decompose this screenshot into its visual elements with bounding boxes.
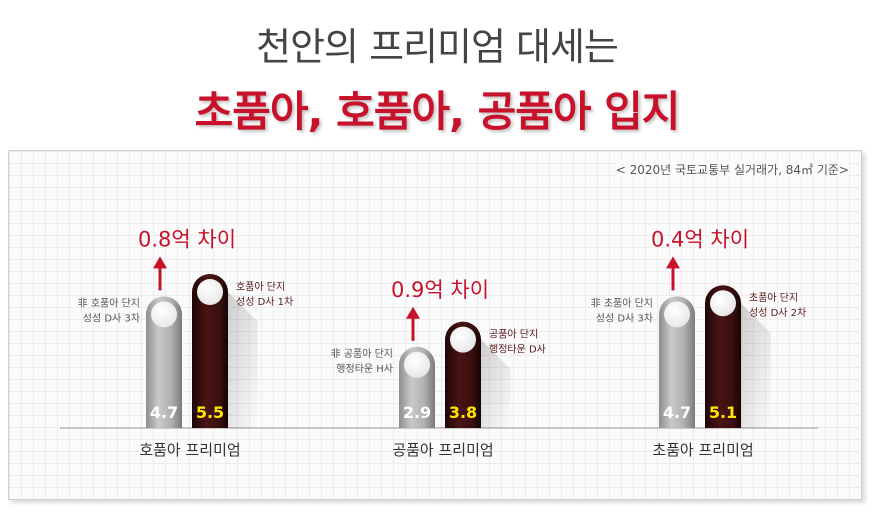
label-non-premium: 성성 D사 3차 xyxy=(83,312,140,324)
label-non-premium: 非 공품아 단지 xyxy=(331,348,393,360)
bar-premium xyxy=(705,285,741,428)
label-non-premium: 성성 D사 3차 xyxy=(596,312,653,324)
bar-cap-circle xyxy=(151,301,177,328)
bar-non-premium xyxy=(146,296,182,428)
bar-non-premium xyxy=(659,296,695,428)
category-label: 공품아 프리미엄 xyxy=(392,441,493,459)
increase-arrow-head xyxy=(666,256,680,269)
bar-shadow xyxy=(481,339,511,428)
bar-shadow xyxy=(741,303,771,428)
value-label-premium: 5.1 xyxy=(709,403,737,422)
label-non-premium: 非 초품아 단지 xyxy=(591,297,653,309)
increase-arrow-head xyxy=(406,306,420,319)
bar-cap-circle xyxy=(404,351,430,378)
bar-cap-circle xyxy=(197,279,223,305)
bar-cap-circle xyxy=(664,301,690,328)
headline-subtitle: 초품아, 호품아, 공품아 입지 xyxy=(194,87,681,136)
bar-cap-circle xyxy=(710,290,736,317)
difference-label: 0.9억 차이 xyxy=(391,278,489,302)
label-premium: 공품아 단지 xyxy=(489,329,538,341)
difference-label: 0.8억 차이 xyxy=(138,227,236,251)
bar-shadow xyxy=(228,292,258,428)
bar-premium xyxy=(192,274,228,428)
label-premium: 성성 D사 1차 xyxy=(236,296,293,308)
category-label: 초품아 프리미엄 xyxy=(652,441,753,459)
value-label-non-premium: 4.7 xyxy=(663,403,691,422)
value-label-premium: 3.8 xyxy=(449,403,477,422)
label-non-premium: 非 호품아 단지 xyxy=(78,297,140,309)
value-label-premium: 5.5 xyxy=(196,403,224,422)
value-label-non-premium: 2.9 xyxy=(403,403,431,422)
value-label-non-premium: 4.7 xyxy=(150,403,178,422)
source-note: < 2020년 국토교통부 실거래가, 84㎡ 기준> xyxy=(615,161,849,178)
label-premium: 호품아 단지 xyxy=(236,281,285,293)
label-non-premium: 행정타운 H사 xyxy=(336,363,393,375)
category-label: 호품아 프리미엄 xyxy=(139,441,240,459)
bar-cap-circle xyxy=(450,326,476,353)
difference-label: 0.4억 차이 xyxy=(651,227,749,251)
label-premium: 성성 D사 2차 xyxy=(749,307,806,319)
headline-title: 천안의 프리미엄 대세는 xyxy=(256,25,619,69)
increase-arrow-head xyxy=(153,256,167,269)
label-premium: 초품아 단지 xyxy=(749,292,798,304)
label-premium: 행정타운 D사 xyxy=(489,344,546,356)
